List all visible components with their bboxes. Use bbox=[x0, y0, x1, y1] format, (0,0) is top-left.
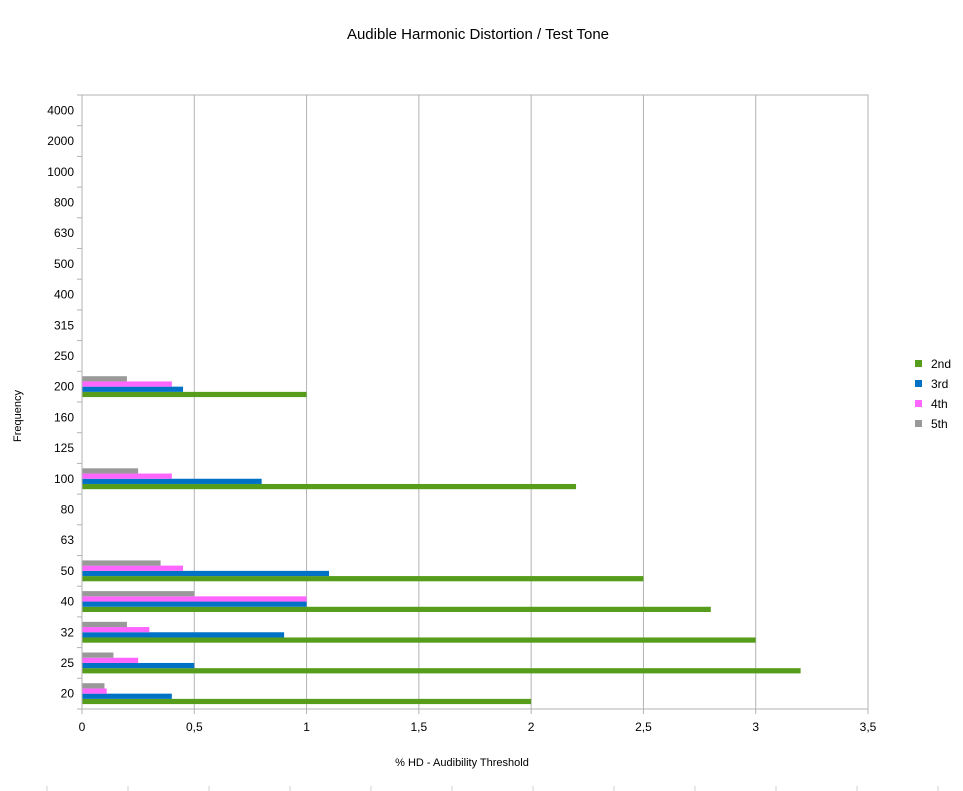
y-tick-label: 80 bbox=[61, 502, 75, 516]
x-axis-label: % HD - Audibility Threshold bbox=[395, 757, 529, 769]
bar-3rd-40 bbox=[82, 601, 307, 607]
bar-5th-50 bbox=[82, 560, 161, 566]
legend-swatch bbox=[915, 400, 922, 407]
y-tick-label: 630 bbox=[54, 226, 74, 240]
y-tick-label: 500 bbox=[54, 257, 74, 271]
legend-entry: 2nd bbox=[931, 357, 951, 371]
bar-2nd-50 bbox=[82, 576, 644, 582]
y-tick-label: 63 bbox=[61, 533, 75, 547]
bar-3rd-25 bbox=[82, 662, 195, 669]
bar-4th-40 bbox=[82, 596, 307, 602]
bar-5th-25 bbox=[82, 652, 114, 658]
bar-2nd-32 bbox=[82, 637, 756, 643]
x-tick-label: 2,5 bbox=[635, 720, 652, 734]
y-tick-label: 160 bbox=[54, 410, 74, 424]
x-tick-label: 1 bbox=[303, 720, 310, 734]
bar-4th-200 bbox=[82, 381, 172, 387]
bar-5th-200 bbox=[82, 376, 127, 382]
y-tick-label: 200 bbox=[54, 380, 74, 394]
y-tick-label: 25 bbox=[61, 656, 75, 670]
legend-swatch bbox=[915, 380, 922, 387]
bar-2nd-200 bbox=[82, 391, 307, 398]
bar-4th-20 bbox=[82, 688, 107, 694]
bar-4th-50 bbox=[82, 565, 184, 571]
y-tick-label: 20 bbox=[61, 687, 75, 701]
bar-4th-32 bbox=[82, 627, 150, 633]
x-tick-label: 0,5 bbox=[186, 720, 203, 734]
bars bbox=[82, 376, 801, 705]
y-tick-label: 125 bbox=[54, 441, 74, 455]
plot-area bbox=[81, 94, 869, 710]
bar-3rd-32 bbox=[82, 632, 285, 638]
y-axis: 20 25 32 40 50 63 80 100 125 160 200 250 315 400 500 63… bbox=[47, 94, 83, 710]
y-tick-label: 1000 bbox=[47, 165, 74, 179]
bar-3rd-100 bbox=[82, 478, 262, 484]
x-axis: 0 0,5 1 1,5 2 2,5 3 3,5 bbox=[79, 708, 877, 734]
bar-2nd-40 bbox=[82, 606, 711, 612]
bar-5th-100 bbox=[82, 468, 139, 474]
y-tick-label: 250 bbox=[54, 349, 74, 363]
x-tick-label: 3 bbox=[752, 720, 759, 734]
y-tick-label: 50 bbox=[61, 564, 75, 578]
y-tick-label: 4000 bbox=[47, 103, 74, 117]
y-axis-label: Frequency bbox=[12, 390, 24, 442]
y-tick-label: 32 bbox=[61, 625, 75, 639]
bar-2nd-25 bbox=[82, 668, 801, 674]
legend-swatch bbox=[915, 360, 922, 367]
bar-5th-20 bbox=[82, 683, 105, 689]
y-tick-label: 100 bbox=[54, 472, 74, 486]
x-tick-label: 1,5 bbox=[411, 720, 428, 734]
y-tick-label: 315 bbox=[54, 318, 74, 332]
x-tick-label: 2 bbox=[528, 720, 535, 734]
bottom-decor bbox=[46, 786, 939, 791]
bar-4th-100 bbox=[82, 473, 172, 479]
y-tick-label: 400 bbox=[54, 288, 74, 302]
bar-5th-40 bbox=[82, 591, 195, 597]
x-tick-label: 0 bbox=[79, 720, 86, 734]
bar-3rd-50 bbox=[82, 570, 330, 577]
bar-4th-25 bbox=[82, 657, 139, 663]
bar-2nd-100 bbox=[82, 483, 577, 490]
bar-3rd-200 bbox=[82, 386, 184, 392]
legend-swatch bbox=[915, 420, 922, 427]
legend-entry: 3rd bbox=[931, 377, 948, 391]
y-tick-label: 2000 bbox=[47, 134, 74, 148]
y-tick-label: 40 bbox=[61, 595, 75, 609]
x-tick-label: 3,5 bbox=[860, 720, 877, 734]
bar-2nd-20 bbox=[82, 698, 532, 705]
y-tick-label: 800 bbox=[54, 195, 74, 209]
legend-entry: 5th bbox=[931, 417, 948, 431]
bar-3rd-20 bbox=[82, 693, 172, 699]
grid-lines bbox=[193, 95, 757, 709]
chart-title: Audible Harmonic Distortion / Test Tone bbox=[347, 26, 609, 43]
legend-entry: 4th bbox=[931, 397, 948, 411]
bar-5th-32 bbox=[82, 621, 127, 628]
legend: 2nd 3rd 4th 5th bbox=[915, 357, 951, 431]
